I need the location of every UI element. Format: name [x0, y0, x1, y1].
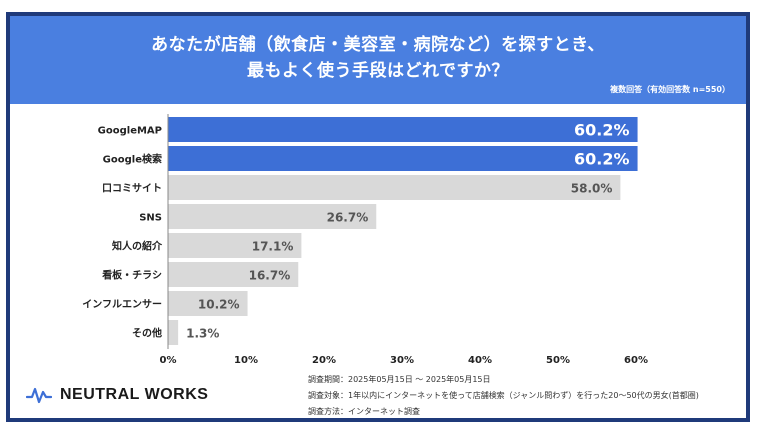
value-label: 10.2% — [198, 298, 240, 312]
x-tick-label: 30% — [390, 355, 414, 366]
category-label: インフルエンサー — [82, 299, 162, 311]
title-line-1: あなたが店舗（飲食店・美容室・病院など）を探すとき、 — [151, 35, 605, 55]
survey-target: 調査対象：1年以内にインターネットを使って店舗検索（ジャンル問わず）を行った20… — [308, 391, 699, 400]
x-tick-label: 10% — [234, 355, 258, 366]
chart-header: あなたが店舗（飲食店・美容室・病院など）を探すとき、 最もよく使う手段はどれです… — [10, 16, 746, 104]
x-tick-label: 50% — [546, 355, 570, 366]
x-tick-label: 20% — [312, 355, 336, 366]
category-label: その他 — [132, 327, 162, 340]
bar-2 — [168, 146, 638, 171]
chart-title: あなたが店舗（飲食店・美容室・病院など）を探すとき、 最もよく使う手段はどれです… — [10, 32, 746, 84]
x-tick-label: 40% — [468, 355, 492, 366]
x-tick-label: 0% — [160, 355, 177, 366]
survey-info: 調査期間：2025年05月15日 〜 2025年05月15日 調査対象：1年以内… — [308, 372, 699, 420]
title-line-2: 最もよく使う手段はどれですか？ — [247, 61, 509, 81]
survey-method: 調査方法：インターネット調査 — [308, 407, 420, 416]
company-logo: NEUTRAL WORKS — [26, 386, 208, 404]
value-label: 60.2% — [574, 121, 630, 140]
bar-3 — [168, 175, 621, 200]
bar-5 — [168, 233, 302, 258]
bar-1 — [168, 117, 638, 142]
sample-size-note: 複数回答（有効回答数 n=550） — [610, 85, 730, 94]
value-label: 58.0% — [571, 182, 613, 196]
value-label: 1.3% — [186, 327, 219, 341]
category-label: 知人の紹介 — [111, 240, 163, 253]
category-label: 看板・チラシ — [102, 269, 162, 282]
logo-text: NEUTRAL WORKS — [60, 386, 209, 403]
x-tick-label: 60% — [624, 355, 648, 366]
bar-6 — [168, 262, 299, 287]
chart-frame: あなたが店舗（飲食店・美容室・病院など）を探すとき、 最もよく使う手段はどれです… — [6, 12, 750, 422]
value-label: 17.1% — [252, 240, 294, 254]
value-label: 26.7% — [327, 211, 369, 225]
bar-4 — [168, 204, 377, 229]
category-label: SNS — [139, 213, 162, 224]
value-label: 60.2% — [574, 150, 630, 169]
value-label: 16.7% — [249, 269, 291, 283]
category-label: GoogleMAP — [98, 126, 162, 137]
bar-8 — [168, 320, 179, 345]
category-label: 口コミサイト — [102, 183, 162, 195]
survey-period: 調査期間：2025年05月15日 〜 2025年05月15日 — [308, 375, 491, 384]
bar-7 — [168, 291, 248, 316]
pulse-wave-icon — [26, 387, 52, 404]
bar-chart: GoogleMAP 60.2% Google検索 60.2% 口コミサイト 58.0% SN… — [82, 114, 648, 366]
category-label: Google検索 — [103, 153, 162, 166]
